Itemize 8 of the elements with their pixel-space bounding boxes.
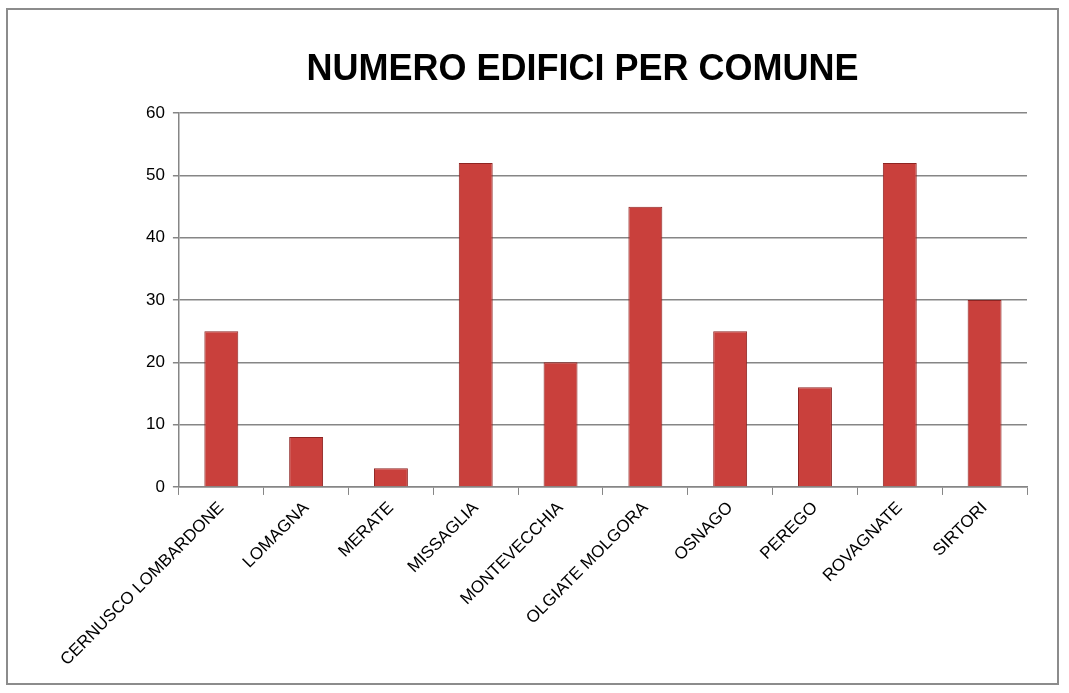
y-tick-label: 40 — [145, 227, 165, 247]
y-tick-label: 50 — [145, 165, 165, 185]
y-tick-label: 30 — [145, 289, 165, 309]
y-tick-label: 10 — [145, 414, 165, 434]
y-tick-label: 20 — [145, 352, 165, 372]
y-tick-label: 60 — [145, 102, 165, 122]
chart-title: NUMERO EDIFICI PER COMUNE — [306, 46, 859, 88]
y-tick-label: 0 — [155, 476, 165, 496]
